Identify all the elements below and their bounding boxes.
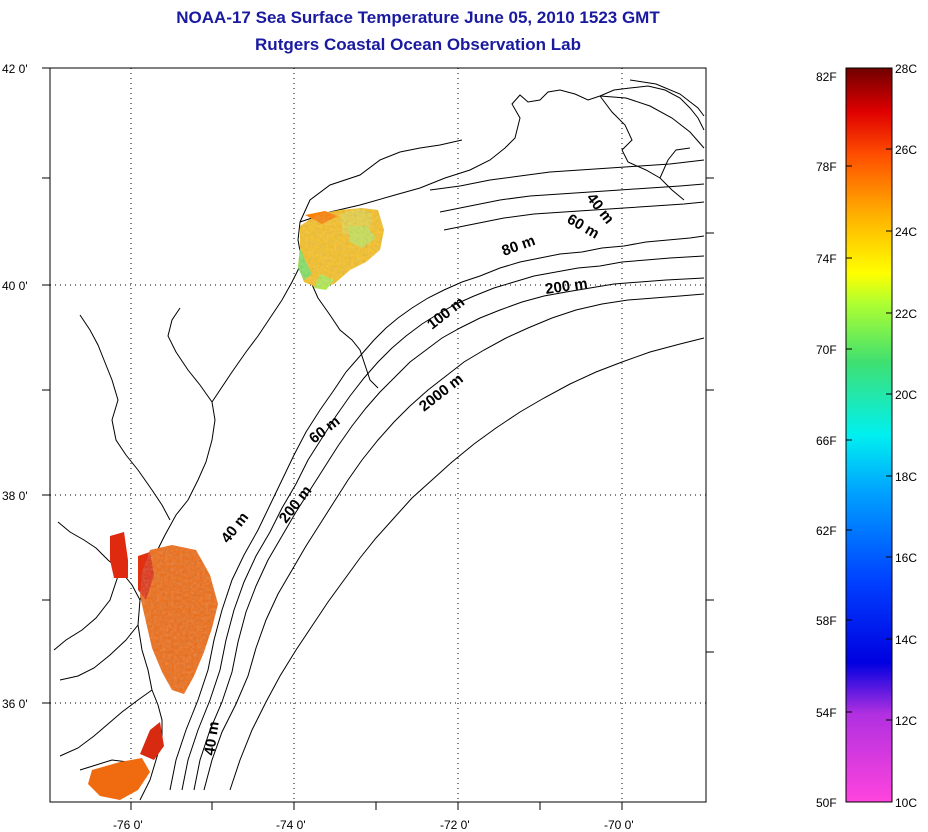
sst-swath-south [88,532,218,800]
depth-label: 200 m [544,275,588,298]
lat-label: 40 0' [2,279,28,293]
colorbar-f-label: 66F [816,434,837,448]
map-subtitle: Rutgers Coastal Ocean Observation Lab [255,35,581,54]
colorbar-c-label: 10C [895,796,917,810]
bathymetry-contours [169,79,705,791]
colorbar-f-label: 58F [816,614,837,628]
colorbar-f-label: 78F [816,160,837,174]
axis-ticks [42,67,714,810]
lon-label: -72 0' [440,818,470,832]
map-frame [49,67,707,803]
colorbar-f-label: 74F [816,252,837,266]
colorbar-f-label: 54F [816,706,837,720]
colorbar-c-label: 12C [895,714,917,728]
lat-label: 36 0' [2,697,28,711]
colorbar-ticks [846,148,892,721]
colorbar-c-label: 24C [895,225,917,239]
lon-label: -76 0' [113,818,143,832]
lon-label: -74 0' [276,818,306,832]
colorbar-c-label: 26C [895,143,917,157]
map-title: NOAA-17 Sea Surface Temperature June 05,… [176,8,660,27]
lon-label: -70 0' [604,818,634,832]
sst-swath-north [298,208,384,290]
colorbar-c-label: 22C [895,307,917,321]
colorbar-c-label: 28C [895,62,917,76]
colorbar-c-label: 20C [895,388,917,402]
depth-label: 40 m [201,720,223,756]
lat-label: 42 0' [2,62,28,76]
colorbar-f-label: 70F [816,343,837,357]
colorbar-c-label: 18C [895,470,917,484]
colorbar-c-label: 14C [895,633,917,647]
colorbar-f-label: 50F [816,796,837,810]
colorbar-c-label: 16C [895,551,917,565]
lat-label: 38 0' [2,489,28,503]
colorbar-f-label: 82F [816,70,837,84]
colorbar-f-label: 62F [816,524,837,538]
colorbar [845,67,893,803]
